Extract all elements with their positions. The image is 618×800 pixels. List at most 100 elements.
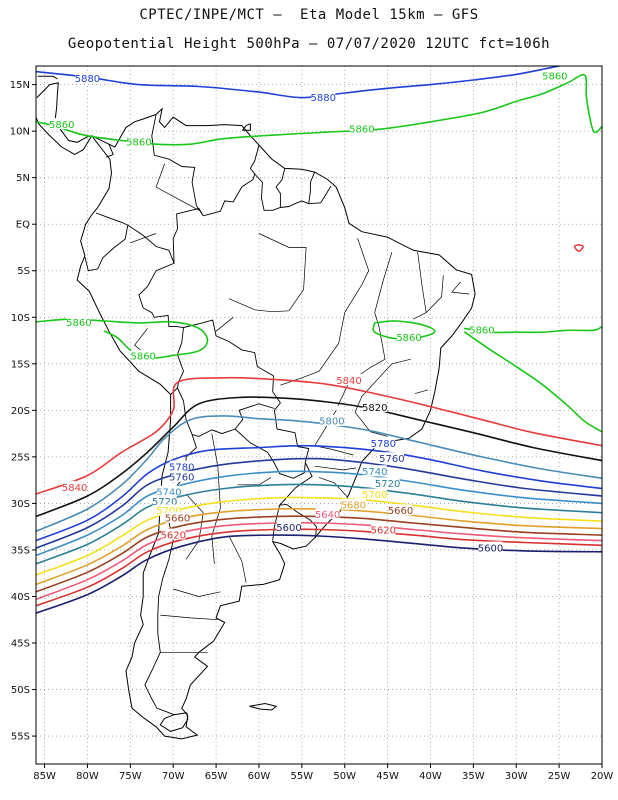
contour-label-bg <box>371 523 396 535</box>
contour-line-5840 <box>36 376 602 495</box>
country-border <box>84 212 129 272</box>
country-border <box>151 114 204 264</box>
contour-line-5860 <box>36 73 602 146</box>
contour-label: 5740 <box>156 487 181 498</box>
state-border <box>414 389 428 394</box>
contour-label-bg <box>341 498 366 510</box>
country-border <box>177 387 275 437</box>
contour-label: 5620 <box>160 530 185 541</box>
contour-label-bg <box>152 495 177 507</box>
state-border <box>354 358 411 437</box>
lat-tick-label: 5N <box>16 173 30 184</box>
contour-label: 5840 <box>62 483 87 494</box>
contour-label-bg <box>469 323 494 335</box>
lat-tick-label: 10N <box>10 127 30 138</box>
contour-line-5780 <box>36 444 602 542</box>
lon-tick-label: 85W <box>33 771 56 782</box>
map-frame <box>35 65 603 765</box>
contour-label-bg <box>319 415 344 427</box>
country-border <box>278 462 317 538</box>
contour-label-bg <box>165 511 190 523</box>
state-border <box>211 433 221 564</box>
state-border <box>413 252 427 320</box>
coastlines-and-borders <box>36 75 476 740</box>
lat-tick-label: 45S <box>11 639 30 650</box>
country-border <box>308 171 316 204</box>
contour-label-bg <box>349 122 374 134</box>
lon-tick-label: 50W <box>333 771 356 782</box>
contour-label-bg <box>75 72 100 84</box>
contour-label: 5640 <box>315 510 340 521</box>
lon-tick-label: 55W <box>291 771 314 782</box>
contour-label-bg <box>156 504 181 516</box>
contour-label-bg <box>169 460 194 472</box>
state-border <box>228 535 247 583</box>
country-border <box>203 144 260 217</box>
contour-label-bg <box>62 481 87 493</box>
country-border <box>106 144 114 158</box>
lat-lon-grid <box>36 66 603 764</box>
contour-label-bg <box>337 374 362 386</box>
contour-label-bg <box>379 452 404 464</box>
contour-label-bg <box>478 541 503 553</box>
contour-label: 5780 <box>371 439 396 450</box>
contour-line-5600 <box>36 534 602 614</box>
lat-tick-label: 30S <box>11 499 30 510</box>
contour-label-bg <box>311 91 336 103</box>
lon-tick-label: 70W <box>162 771 185 782</box>
state-border <box>425 275 444 313</box>
state-border <box>130 233 157 244</box>
contour-label-bg <box>375 477 400 489</box>
contour-label: 5680 <box>341 500 366 511</box>
country-border <box>272 505 281 541</box>
lon-tick-label: 45W <box>376 771 399 782</box>
height-contours: 5880 5880 5860 5860 5860 5860 5860 5860 5860 5860… <box>36 66 602 614</box>
coastline <box>159 712 189 732</box>
contour-line-5660 <box>36 515 602 593</box>
contour-label-bg <box>362 401 387 413</box>
contour-label: 5780 <box>169 462 194 473</box>
contour-label: 5860 <box>130 352 155 363</box>
lon-tick-label: 25W <box>548 771 571 782</box>
state-border <box>237 477 272 486</box>
state-border <box>215 317 234 332</box>
contour-line-5860 <box>464 331 602 433</box>
contour-label: 5660 <box>165 514 190 525</box>
contour-line-5680 <box>36 507 602 586</box>
country-border <box>183 319 281 430</box>
contour-line-5640 <box>36 521 602 601</box>
lon-tick-label: 30W <box>505 771 528 782</box>
country-border <box>254 173 332 211</box>
contour-label: 5880 <box>311 93 336 104</box>
contour-label: 5860 <box>126 138 151 149</box>
lat-tick-label: EQ <box>16 220 30 231</box>
contour-label: 5860 <box>49 120 74 131</box>
contour-label-bg <box>371 437 396 449</box>
contour-label: 5800 <box>319 417 344 428</box>
contour-label-bg <box>131 349 156 361</box>
lon-tick-label: 65W <box>205 771 228 782</box>
contour-line-5860 <box>573 243 584 252</box>
contour-label-bg <box>156 485 181 497</box>
contour-label: 5600 <box>478 543 503 554</box>
contour-line-5720 <box>36 483 602 565</box>
contour-line-5860 <box>36 318 209 360</box>
lat-tick-label: 40S <box>11 592 30 603</box>
state-border <box>228 233 307 313</box>
contour-line-5820 <box>36 396 602 518</box>
contour-label-bg <box>315 508 340 520</box>
state-border <box>155 163 200 211</box>
contour-label: 5860 <box>396 333 421 344</box>
map-title-line-1: CPTEC/INPE/MCT – Eta Model 15km – GFS <box>139 7 479 23</box>
contour-label-bg <box>161 528 186 540</box>
contour-label: 5720 <box>152 497 177 508</box>
state-border <box>314 465 356 471</box>
contour-label-bg <box>169 470 194 482</box>
coastline <box>249 702 278 711</box>
contour-line-5620 <box>36 528 602 607</box>
contour-label-bg <box>362 488 387 500</box>
contour-label: 5860 <box>542 71 567 82</box>
lat-tick-label: 55S <box>11 732 30 743</box>
